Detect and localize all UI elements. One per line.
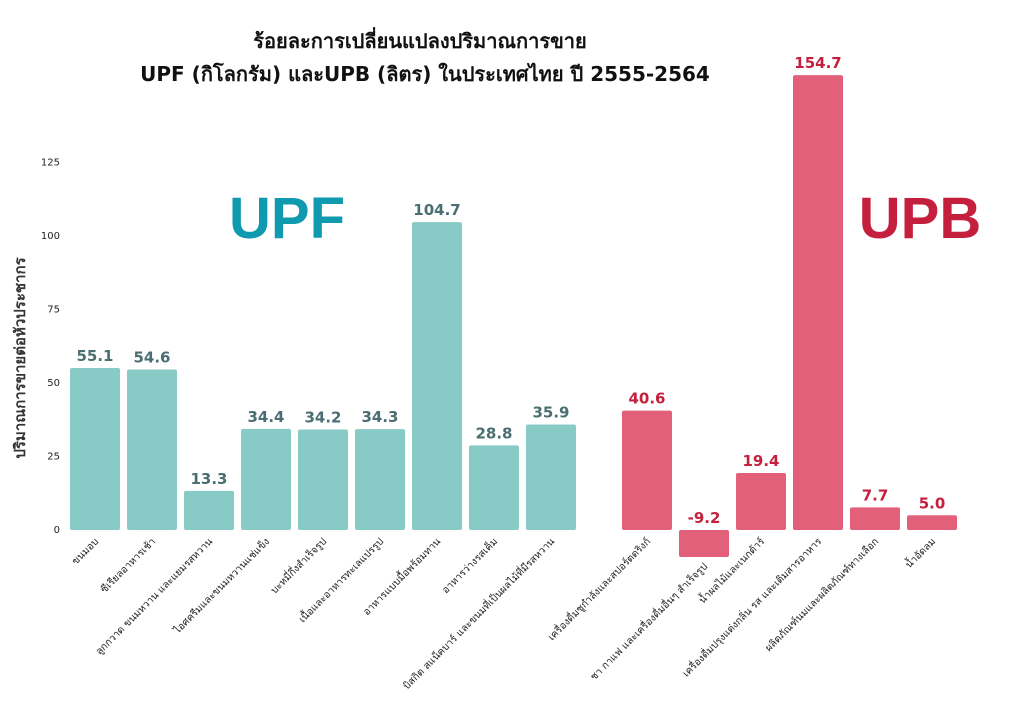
category-label-upf-4: บะหมี่กึ่งสำเร็จรูป (267, 534, 329, 596)
bar-upf-3 (241, 428, 291, 530)
bar-upb-4 (850, 507, 900, 530)
bar-upb-5 (907, 515, 957, 530)
bar-upb-2 (736, 472, 786, 530)
group-labels: UPF UPB (229, 186, 981, 251)
category-label-upf-0: ขนมอบ (70, 536, 101, 567)
y-tick-label-0: 0 (54, 525, 60, 536)
value-label-upf-6: 104.7 (413, 201, 460, 219)
value-label-upf-8: 35.9 (532, 403, 569, 421)
value-label-upf-4: 34.2 (304, 408, 341, 426)
y-tick-label-2: 50 (47, 378, 60, 389)
y-tick-label-1: 25 (47, 452, 60, 463)
bar-upf-5 (355, 429, 405, 530)
value-label-upf-1: 54.6 (133, 348, 170, 366)
y-axis-label: ปริมาณการขายต่อหัวประชากร (11, 256, 29, 458)
bar-upf-7 (469, 445, 519, 530)
category-label-upb-5: น้ำอัดลม (902, 534, 939, 571)
value-label-upb-5: 5.0 (919, 494, 946, 512)
value-label-upf-3: 34.4 (247, 408, 284, 426)
bar-upf-8 (526, 424, 576, 530)
chart-title-line-2: UPF (กิโลกรัม) และUPB (ลิตร) ในประเทศไทย… (140, 62, 710, 86)
category-label-upf-2: ลูกกวาด ขนมหวาน และแยมรสหวาน (94, 536, 215, 657)
bar-upf-2 (184, 490, 234, 530)
bar-upf-6 (412, 222, 462, 530)
value-label-upf-7: 28.8 (475, 424, 512, 442)
group-label-upb: UPB (859, 186, 981, 251)
value-label-upf-5: 34.3 (361, 408, 398, 426)
chart-title-line-1: ร้อยละการเปลี่ยนแปลงปริมาณการขาย (253, 26, 586, 53)
value-label-upb-4: 7.7 (862, 486, 889, 504)
value-label-upb-1: -9.2 (688, 509, 721, 527)
y-tick-label-4: 100 (41, 231, 60, 242)
bar-upb-3 (793, 75, 843, 530)
bar-upf-1 (127, 369, 177, 530)
y-tick-label-3: 75 (47, 305, 60, 316)
value-label-upb-2: 19.4 (742, 452, 779, 470)
y-tick-label-5: 125 (41, 158, 60, 169)
y-axis-ticks: 0 25 50 75 100 125 (41, 158, 60, 537)
category-label-upf-3: ไอศครีมและขนมหวานแช่แข็ง (169, 534, 272, 637)
bar-upf-0 (70, 368, 120, 530)
category-label-upf-7: อาหารว่างรสเค็ม (438, 534, 500, 596)
value-label-upf-0: 55.1 (76, 347, 113, 365)
value-label-upb-0: 40.6 (628, 390, 665, 408)
group-label-upf: UPF (229, 186, 345, 251)
bar-upb-1 (679, 530, 729, 558)
bar-upf-4 (298, 429, 348, 530)
value-label-upb-3: 154.7 (794, 54, 841, 72)
category-label-upb-4: ผลิตภัณฑ์นมและผลิตภัณฑ์ทางเลือก (763, 536, 881, 654)
category-label-upf-1: ซีเรียลอาหารเช้า (98, 536, 158, 596)
bar-upb-0 (622, 410, 672, 530)
bars: 55.1 ขนมอบ 54.6 ซีเรียลอาหารเช้า 13.3 ลูกกวาด… (70, 54, 957, 692)
value-label-upf-2: 13.3 (190, 470, 227, 488)
